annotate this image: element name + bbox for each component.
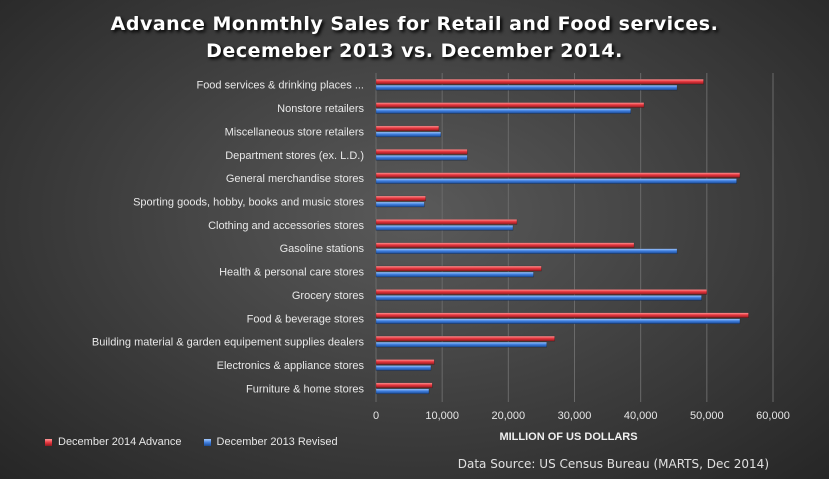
category-label: Grocery stores <box>292 290 365 302</box>
bar-2013 <box>375 225 514 231</box>
x-tick-label: 20,000 <box>492 410 526 422</box>
bar-2013 <box>375 131 442 138</box>
bar-2013 <box>375 341 547 348</box>
category-label: Nonstore retailers <box>277 103 364 115</box>
bar-2014 <box>375 125 440 132</box>
x-tick-label: 10,000 <box>425 410 459 422</box>
category-label: Building material & garden equipement su… <box>92 337 365 349</box>
bar-2014 <box>375 242 635 248</box>
bar-2013 <box>375 318 741 324</box>
category-label: Department stores (ex. L.D.) <box>225 150 364 162</box>
x-tick-label: 60,000 <box>756 410 790 422</box>
bar-2013 <box>375 178 737 184</box>
category-label: General merchandise stores <box>226 173 365 185</box>
x-tick-label: 30,000 <box>558 410 592 422</box>
category-label: Health & personal care stores <box>219 267 364 279</box>
bar-2013 <box>375 108 631 114</box>
bar-2014 <box>375 195 426 202</box>
bar-2013 <box>375 84 678 91</box>
bar-2013 <box>375 201 425 208</box>
bar-2013 <box>375 248 678 254</box>
bar-2014 <box>375 382 433 389</box>
bar-2014 <box>375 265 542 272</box>
bar-2014 <box>375 78 704 85</box>
category-label: Miscellaneous store retailers <box>225 126 365 138</box>
category-label: Furniture & home stores <box>246 383 364 395</box>
data-source: Data Source: US Census Bureau (MARTS, De… <box>457 457 769 471</box>
bar-2013 <box>375 388 430 395</box>
category-label: Gasoline stations <box>280 243 365 255</box>
bar-2014 <box>375 149 468 155</box>
legend-item-2013: December 2013 Revised <box>203 436 338 448</box>
bar-2013 <box>375 271 534 278</box>
bar-2014 <box>375 335 555 342</box>
bar-2014 <box>375 289 708 295</box>
bar-2014 <box>375 219 518 225</box>
category-label: Food & beverage stores <box>247 313 365 325</box>
x-axis-title: MILLION OF US DOLLARS <box>499 431 637 443</box>
chart-title-line2: Decemeber 2013 vs. December 2014. <box>206 40 623 62</box>
x-tick-label: 50,000 <box>690 410 724 422</box>
legend-label-2014: December 2014 Advance <box>58 436 182 448</box>
bar-2013 <box>375 295 702 301</box>
category-label: Food services & drinking places ... <box>196 80 364 92</box>
category-label: Clothing and accessories stores <box>208 220 364 232</box>
legend: December 2014 Advance December 2013 Revi… <box>45 436 338 448</box>
legend-item-2014: December 2014 Advance <box>45 436 182 448</box>
bar-2013 <box>375 365 432 371</box>
chart-title-line1: Advance Monmthly Sales for Retail and Fo… <box>110 13 719 35</box>
bar-2014 <box>375 359 435 365</box>
bar-2014 <box>375 312 749 318</box>
x-tick-label: 40,000 <box>624 410 658 422</box>
bar-2014 <box>375 172 741 178</box>
legend-label-2013: December 2013 Revised <box>216 436 338 448</box>
category-label: Sporting goods, hobby, books and music s… <box>133 196 364 208</box>
legend-swatch-2014 <box>45 438 52 446</box>
legend-swatch-2013 <box>203 438 211 446</box>
category-label: Electronics & appliance stores <box>217 360 365 372</box>
bar-2014 <box>375 102 645 108</box>
x-tick-label: 0 <box>373 410 379 422</box>
bar-2013 <box>375 155 468 161</box>
